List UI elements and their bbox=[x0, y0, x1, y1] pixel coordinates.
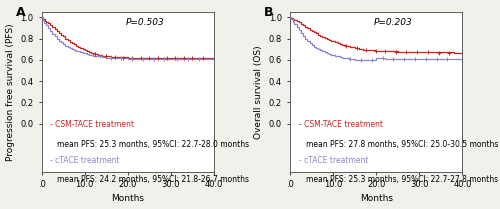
Text: mean PFS: 25.3 months, 95%CI: 22.7-28.0 months: mean PFS: 25.3 months, 95%CI: 22.7-28.0 … bbox=[57, 140, 250, 149]
Text: B: B bbox=[264, 6, 274, 19]
Text: P=0.503: P=0.503 bbox=[126, 18, 164, 27]
Text: P=0.203: P=0.203 bbox=[374, 18, 413, 27]
Text: - CSM-TACE treatment: - CSM-TACE treatment bbox=[50, 121, 134, 130]
Text: - cTACE treatment: - cTACE treatment bbox=[50, 155, 120, 165]
Y-axis label: Overall survival (OS): Overall survival (OS) bbox=[254, 45, 263, 139]
X-axis label: Months: Months bbox=[360, 194, 393, 203]
X-axis label: Months: Months bbox=[112, 194, 144, 203]
Text: mean PFS: 24.2 months, 95%CI: 21.8-26.7 months: mean PFS: 24.2 months, 95%CI: 21.8-26.7 … bbox=[57, 175, 249, 184]
Text: - cTACE treatment: - cTACE treatment bbox=[299, 155, 368, 165]
Text: A: A bbox=[16, 6, 26, 19]
Text: mean PFS: 25.3 months, 95%CI: 22.7-27.8 months: mean PFS: 25.3 months, 95%CI: 22.7-27.8 … bbox=[306, 175, 498, 184]
Text: mean PFS: 27.8 months, 95%CI: 25.0-30.5 months: mean PFS: 27.8 months, 95%CI: 25.0-30.5 … bbox=[306, 140, 498, 149]
Text: - CSM-TACE treatment: - CSM-TACE treatment bbox=[299, 121, 383, 130]
Y-axis label: Progression free survival (PFS): Progression free survival (PFS) bbox=[6, 23, 15, 161]
